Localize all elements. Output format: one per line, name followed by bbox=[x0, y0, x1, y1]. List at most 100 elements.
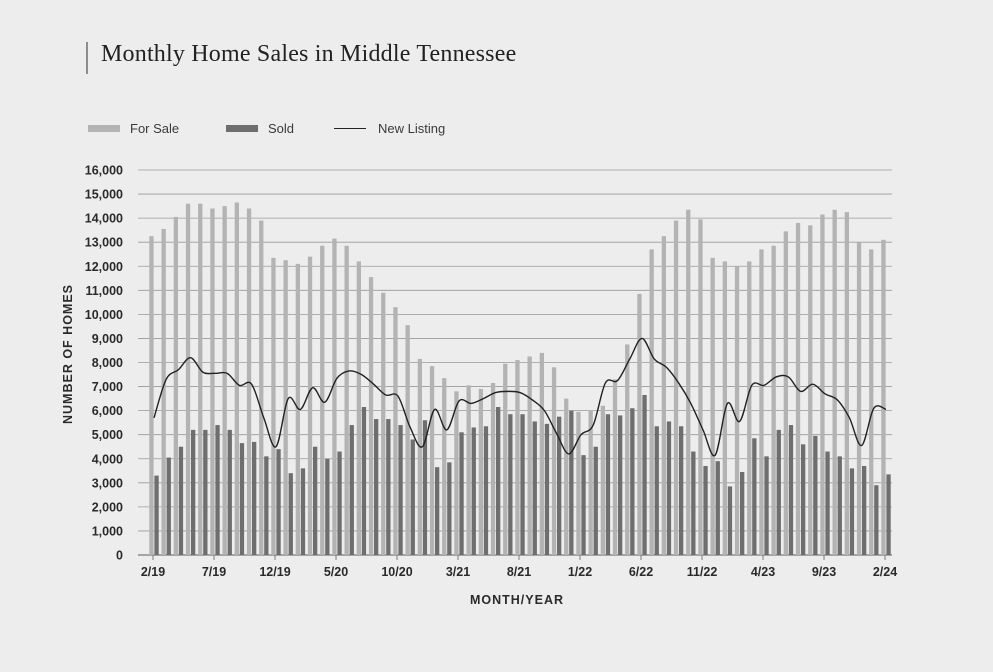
x-tick-label: 9/23 bbox=[812, 565, 836, 579]
bar-for-sale bbox=[405, 325, 410, 555]
bar-for-sale bbox=[442, 378, 447, 555]
bar-sold bbox=[752, 438, 757, 555]
bar-for-sale bbox=[332, 238, 337, 555]
bar-sold bbox=[215, 425, 220, 555]
y-tick-label: 2,000 bbox=[92, 500, 123, 514]
bars bbox=[149, 202, 891, 555]
bar-sold bbox=[813, 435, 818, 555]
y-tick-label: 5,000 bbox=[92, 428, 123, 442]
x-axis-label: MONTH/YEAR bbox=[470, 593, 564, 607]
bar-sold bbox=[203, 429, 208, 555]
legend-item-for-sale: For Sale bbox=[88, 121, 179, 136]
bar-for-sale bbox=[173, 216, 178, 555]
bar-for-sale bbox=[161, 228, 166, 555]
bar-for-sale bbox=[637, 293, 642, 555]
bar-sold bbox=[154, 475, 159, 555]
bar-for-sale bbox=[551, 367, 557, 555]
bar-for-sale bbox=[600, 405, 605, 555]
bar-for-sale bbox=[698, 219, 703, 555]
bar-sold bbox=[386, 419, 391, 555]
bar-for-sale bbox=[588, 410, 593, 555]
bar-for-sale bbox=[515, 360, 520, 555]
y-tick-label: 1,000 bbox=[92, 524, 123, 538]
y-tick-label: 9,000 bbox=[92, 332, 123, 346]
y-tick-label: 16,000 bbox=[85, 164, 123, 178]
bar-for-sale bbox=[271, 257, 276, 555]
x-tick-label: 7/19 bbox=[202, 565, 226, 579]
bar-sold bbox=[801, 444, 806, 555]
bar-for-sale bbox=[734, 266, 740, 555]
bar-sold bbox=[239, 443, 245, 555]
bar-for-sale bbox=[869, 249, 874, 555]
bar-for-sale bbox=[259, 220, 264, 555]
bar-for-sale bbox=[747, 261, 752, 555]
bar-sold bbox=[459, 432, 464, 555]
bar-sold bbox=[569, 410, 574, 555]
bar-for-sale bbox=[722, 261, 727, 555]
bar-sold bbox=[593, 446, 598, 555]
bar-for-sale bbox=[503, 363, 508, 555]
bar-for-sale bbox=[393, 307, 398, 555]
bar-for-sale bbox=[527, 356, 532, 555]
legend-label-for-sale: For Sale bbox=[130, 121, 180, 136]
y-tick-label: 11,000 bbox=[85, 284, 123, 298]
bar-for-sale bbox=[686, 209, 691, 555]
bar-sold bbox=[227, 429, 232, 555]
bar-for-sale bbox=[539, 352, 544, 555]
bar-sold bbox=[679, 426, 684, 555]
y-tick-label: 3,000 bbox=[92, 476, 123, 490]
bar-for-sale bbox=[649, 249, 654, 555]
bar-sold bbox=[410, 439, 415, 555]
bar-for-sale bbox=[612, 379, 618, 555]
bar-sold bbox=[520, 414, 525, 555]
bar-for-sale bbox=[381, 292, 386, 555]
bar-sold bbox=[252, 441, 257, 555]
x-tick-label: 1/22 bbox=[568, 565, 592, 579]
bar-for-sale bbox=[564, 398, 569, 555]
bar-sold bbox=[313, 446, 318, 555]
bar-for-sale bbox=[368, 277, 374, 555]
bar-sold bbox=[447, 462, 452, 555]
bar-for-sale bbox=[661, 236, 666, 555]
x-tick-label: 5/20 bbox=[324, 565, 348, 579]
bar-sold bbox=[544, 423, 550, 555]
y-tick-label: 0 bbox=[116, 549, 123, 563]
bar-for-sale bbox=[759, 249, 764, 555]
x-tick-label: 8/21 bbox=[507, 565, 531, 579]
x-tick-label: 6/22 bbox=[629, 565, 653, 579]
bar-sold bbox=[300, 468, 306, 555]
bar-sold bbox=[776, 429, 781, 555]
bar-sold bbox=[374, 419, 379, 555]
legend-item-new-listing: New Listing bbox=[334, 121, 445, 136]
legend-label-sold: Sold bbox=[268, 121, 295, 136]
y-tick-label: 6,000 bbox=[92, 404, 123, 418]
bar-sold bbox=[471, 427, 476, 555]
bar-sold bbox=[618, 415, 623, 555]
bar-sold bbox=[630, 408, 635, 555]
bar-sold bbox=[483, 426, 489, 555]
x-tick-label: 10/20 bbox=[381, 565, 412, 579]
bar-sold bbox=[703, 465, 708, 555]
y-tick-label: 15,000 bbox=[85, 188, 123, 202]
y-tick-label: 4,000 bbox=[92, 452, 123, 466]
bar-sold bbox=[715, 461, 720, 555]
bar-for-sale bbox=[808, 225, 813, 555]
bar-for-sale bbox=[856, 242, 862, 555]
bar-for-sale bbox=[673, 220, 679, 555]
bar-sold bbox=[288, 473, 293, 555]
bar-sold bbox=[398, 425, 403, 555]
bar-for-sale bbox=[185, 203, 191, 555]
legend-swatch-for-sale bbox=[88, 125, 120, 132]
y-tick-label: 12,000 bbox=[85, 260, 123, 274]
bar-sold bbox=[361, 407, 367, 555]
bar-for-sale bbox=[454, 391, 459, 555]
bar-sold bbox=[178, 446, 184, 555]
x-tick-label: 2/24 bbox=[873, 565, 897, 579]
bar-for-sale bbox=[234, 202, 239, 555]
bar-sold bbox=[764, 456, 769, 555]
bar-for-sale bbox=[344, 245, 349, 555]
bar-sold bbox=[349, 425, 354, 555]
bar-sold bbox=[557, 416, 562, 555]
bar-for-sale bbox=[429, 366, 435, 555]
bar-sold bbox=[740, 471, 745, 555]
